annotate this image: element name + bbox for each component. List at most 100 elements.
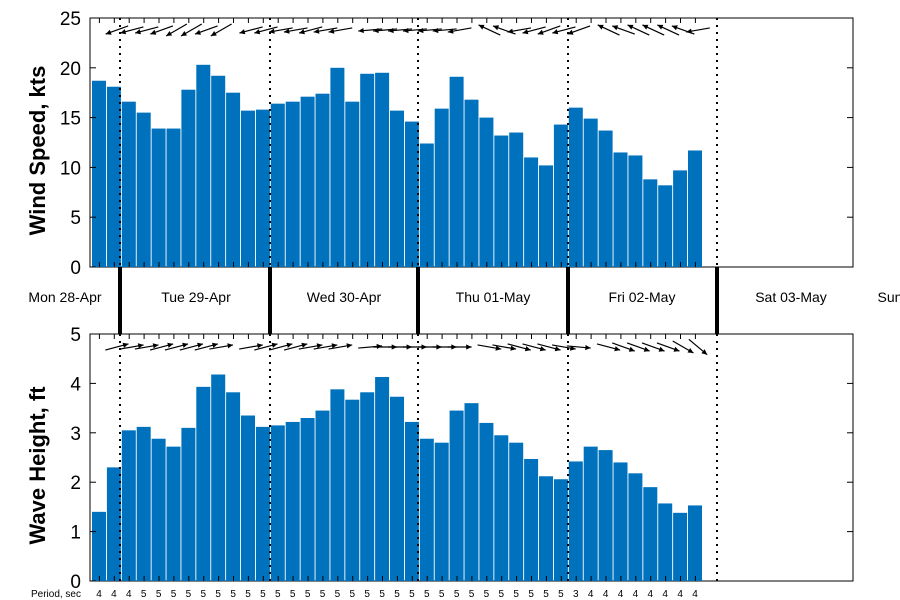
wave-direction-arrowhead — [539, 346, 546, 352]
wind-bar — [434, 108, 449, 267]
wind-bar — [106, 86, 121, 267]
period-value: 5 — [215, 589, 221, 600]
wind-direction-arrowhead — [135, 29, 142, 35]
wind-direction-arrowhead — [567, 29, 574, 35]
wave-direction-arrowhead — [658, 346, 665, 352]
wind-bar — [404, 121, 419, 267]
wind-bar — [673, 170, 688, 267]
wind-bar — [181, 89, 196, 267]
wave-bar — [270, 425, 285, 581]
wave-bar — [509, 442, 524, 581]
wind-bar — [166, 128, 181, 267]
period-row-label: Period, sec — [31, 589, 81, 600]
wave-direction-arrowhead — [301, 342, 308, 348]
wind-direction-arrowhead — [552, 29, 559, 35]
wave-bar — [196, 386, 211, 581]
wind-bar — [553, 124, 568, 268]
period-value: 5 — [513, 589, 519, 600]
wave-bar — [643, 487, 658, 581]
period-value: 4 — [648, 589, 654, 600]
period-value: 4 — [588, 589, 594, 600]
wind-ytick-label: 25 — [60, 9, 81, 30]
wave-bar — [136, 426, 151, 581]
wind-bar — [255, 109, 270, 267]
day-label: Sun — [878, 289, 900, 305]
wind-direction-arrowhead — [254, 29, 261, 35]
wind-direction-arrowhead — [493, 25, 499, 31]
period-value: 4 — [692, 589, 698, 600]
wave-direction-arrowhead — [137, 343, 144, 349]
wave-direction-arrowhead — [167, 342, 174, 348]
wave-bar — [494, 435, 509, 581]
period-value: 5 — [424, 589, 430, 600]
wind-direction-arrowhead — [657, 24, 664, 30]
period-value: 5 — [364, 589, 370, 600]
period-value: 5 — [439, 589, 445, 600]
wave-direction-arrowhead — [628, 346, 635, 352]
wind-direction-arrowhead — [447, 28, 454, 34]
period-value: 5 — [156, 589, 162, 600]
wind-ytick-label: 5 — [70, 208, 81, 229]
wave-direction-arrowhead — [227, 343, 234, 349]
wind-bar — [583, 118, 598, 267]
period-value: 5 — [245, 589, 251, 600]
wave-bar — [300, 417, 315, 581]
wind-bar — [270, 103, 285, 267]
wind-direction-arrowhead — [507, 28, 514, 34]
wind-bar — [300, 96, 315, 268]
wind-bar — [375, 72, 390, 267]
period-value: 5 — [499, 589, 505, 600]
wave-bar — [613, 462, 628, 581]
wind-direction-arrowhead — [283, 28, 290, 34]
wave-bar — [390, 396, 404, 581]
period-value: 5 — [350, 589, 356, 600]
wave-bar — [315, 410, 330, 581]
wave-bar — [241, 415, 255, 581]
period-value: 5 — [320, 589, 326, 600]
wave-bar — [211, 374, 226, 581]
wind-direction-arrowhead — [239, 29, 246, 35]
wave-direction-arrowhead — [197, 342, 203, 348]
wind-direction-arrowhead — [402, 27, 409, 34]
period-value: 5 — [275, 589, 281, 600]
wind-direction-arrowhead — [373, 27, 379, 34]
wind-bar — [419, 143, 434, 267]
wave-bar — [255, 426, 270, 581]
period-value: 5 — [543, 589, 549, 600]
wind-direction-arrowhead — [597, 24, 604, 30]
wave-direction-arrowhead — [524, 346, 531, 352]
wind-bar — [524, 157, 539, 267]
wave-direction-arrowhead — [614, 346, 621, 352]
wave-bar — [92, 511, 106, 581]
period-value: 4 — [603, 589, 609, 600]
wave-direction-arrowhead — [673, 346, 680, 352]
wind-direction-arrowhead — [642, 24, 649, 30]
period-value: 4 — [677, 589, 683, 600]
wave-ytick-label: 2 — [70, 473, 81, 494]
wave-direction-arrowhead — [510, 345, 517, 351]
wind-direction-arrowhead — [166, 31, 173, 36]
wave-bar — [345, 399, 360, 581]
wind-bar — [226, 92, 241, 267]
wave-direction-arrowhead — [316, 343, 323, 349]
wave-direction-arrowhead — [211, 342, 218, 348]
wave-ytick-label: 5 — [70, 325, 81, 346]
period-value: 4 — [662, 589, 668, 600]
wind-bar — [360, 73, 375, 267]
wave-direction-arrowhead — [701, 349, 708, 355]
wave-direction-arrowhead — [346, 343, 353, 349]
wind-direction-arrowhead — [328, 28, 335, 34]
wind-bar — [464, 99, 479, 267]
wave-direction-arrowhead — [331, 343, 338, 349]
wave-bar — [181, 427, 196, 581]
wave-bar — [121, 430, 136, 581]
wind-direction-arrowhead — [195, 29, 201, 35]
wave-bar — [151, 438, 166, 581]
wave-bar — [688, 505, 702, 581]
wind-bar — [285, 101, 300, 267]
wave-ytick-label: 1 — [70, 523, 81, 544]
wave-direction-arrowhead — [687, 348, 694, 353]
period-value: 4 — [96, 589, 102, 600]
period-value: 4 — [111, 589, 117, 600]
